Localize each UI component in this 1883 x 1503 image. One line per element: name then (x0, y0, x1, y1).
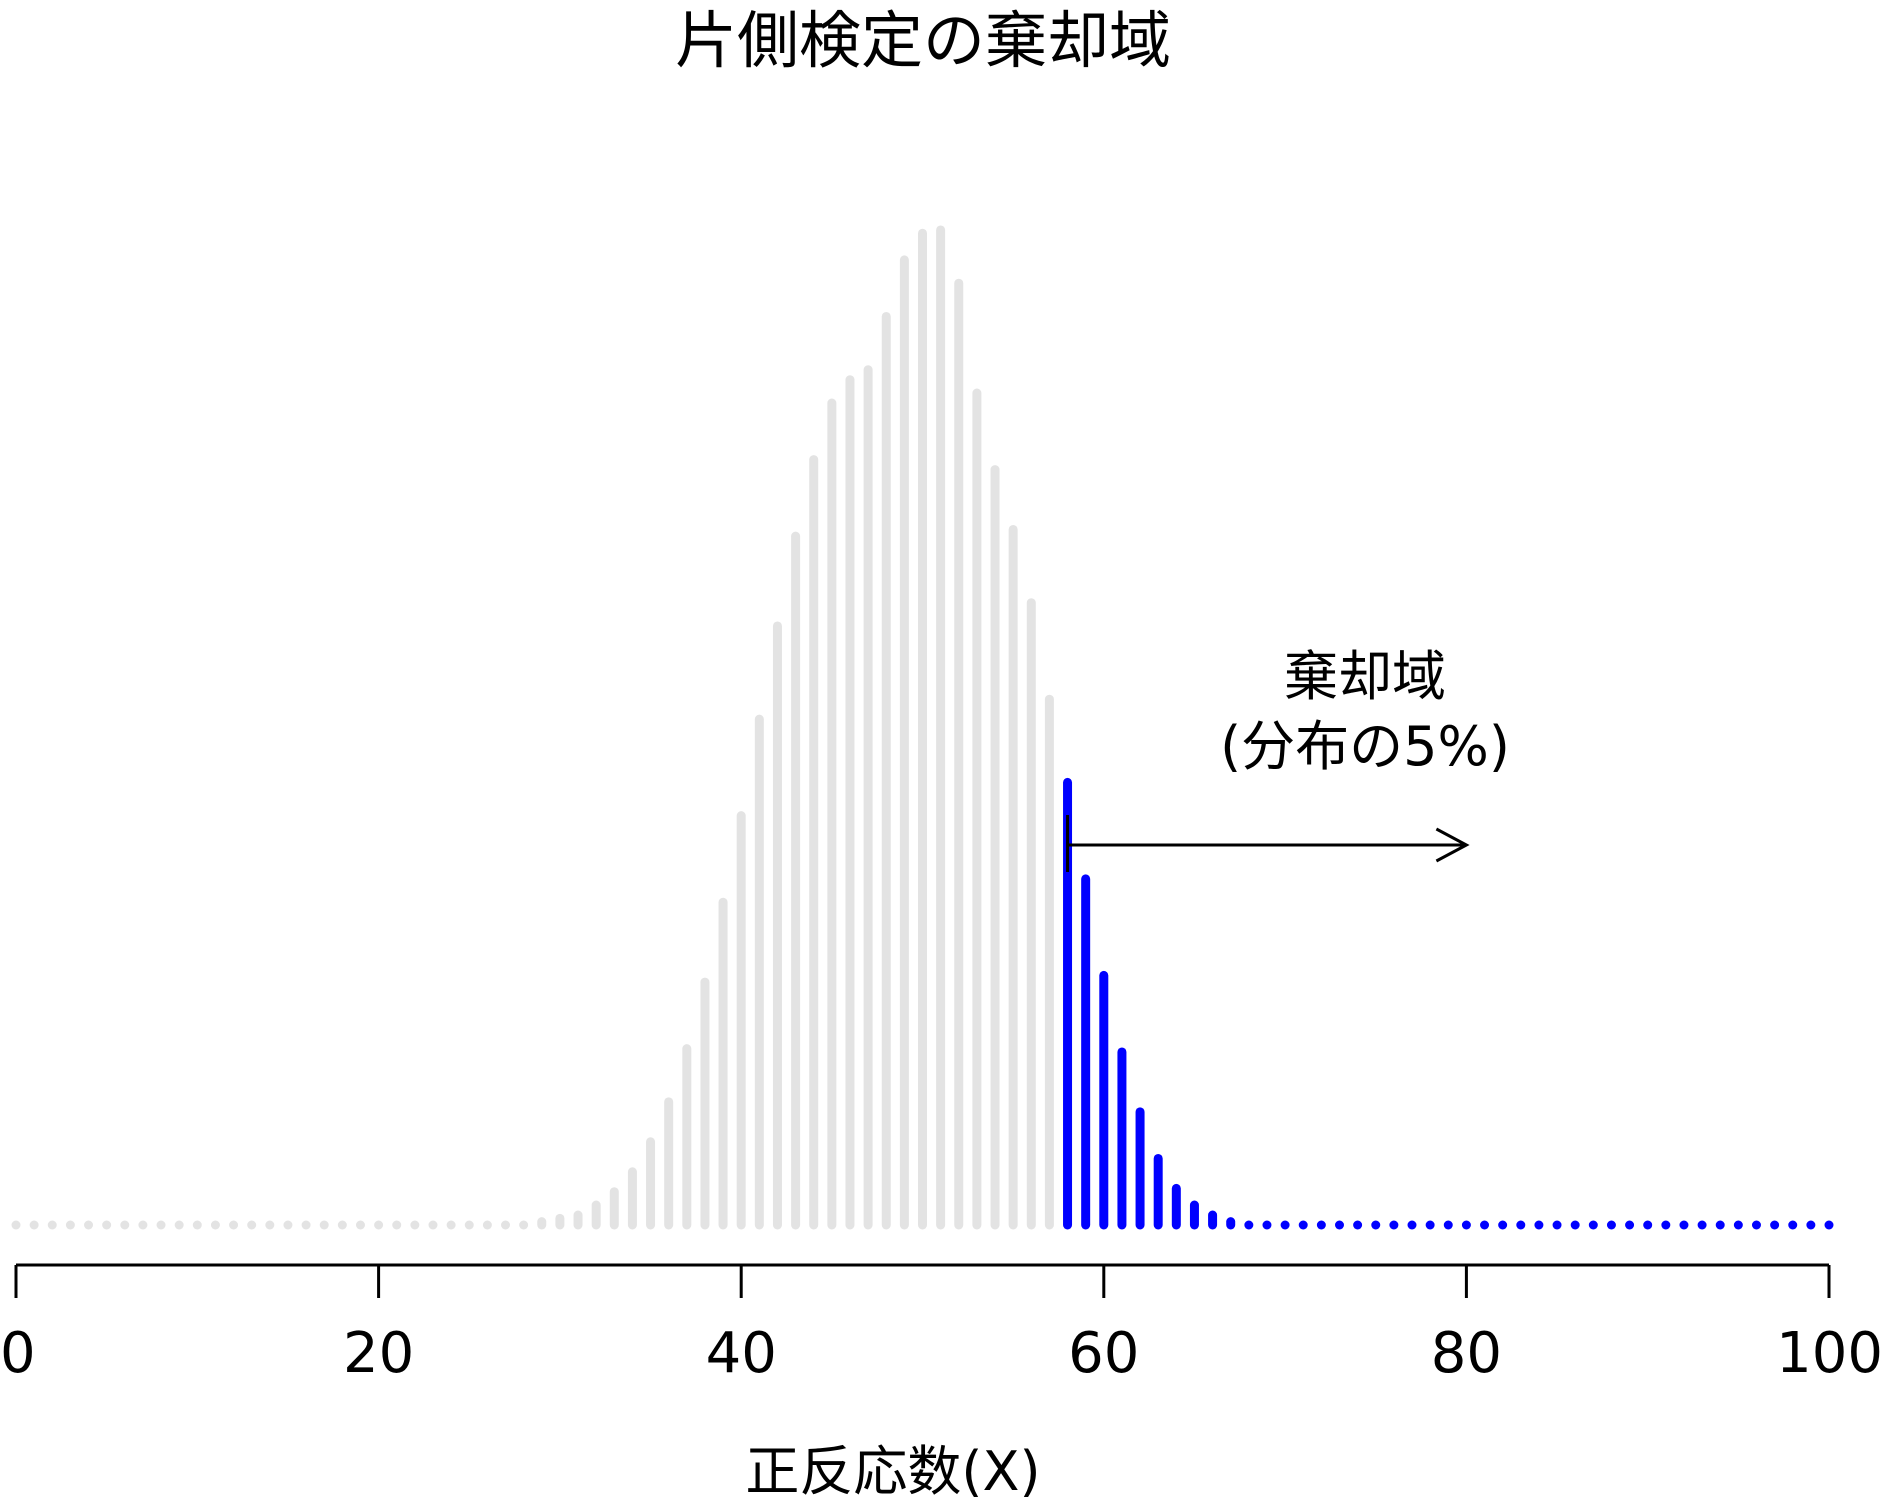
x-tick-label-100: 100 (1776, 1321, 1883, 1386)
annotation-line-2: (分布の5%) (1220, 715, 1510, 778)
rejection-region-annotation: 棄却域 (分布の5%) (1066, 645, 1510, 872)
x-tick-label-20: 20 (343, 1321, 414, 1386)
x-tick-label-0: 0 (0, 1321, 36, 1386)
x-axis-label: 正反応数(X) (745, 1440, 1040, 1503)
chart-title: 片側検定の棄却域 (675, 4, 1171, 77)
x-axis-ticks: 0 20 40 60 80 100 (0, 1265, 1883, 1386)
x-tick-label-40: 40 (706, 1321, 777, 1386)
annotation-line-1: 棄却域 (1284, 645, 1446, 708)
x-tick-label-60: 60 (1068, 1321, 1139, 1386)
rejection-region-arrow (1066, 815, 1470, 872)
arrow-head (1435, 827, 1470, 863)
x-tick-label-80: 80 (1431, 1321, 1502, 1386)
bars-group (11, 225, 1834, 1230)
